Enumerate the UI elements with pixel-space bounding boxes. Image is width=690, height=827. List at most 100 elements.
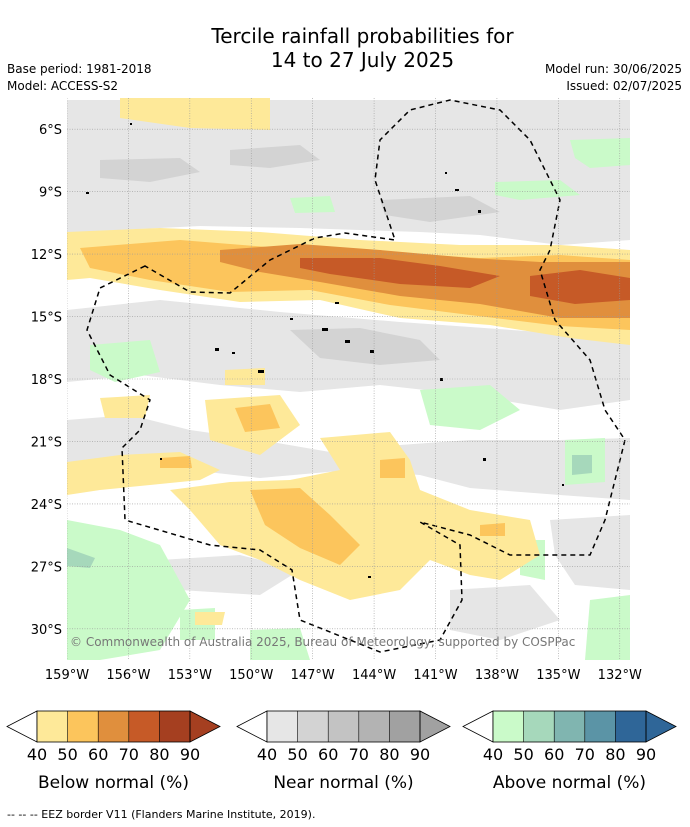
above-normal-region — [572, 455, 592, 475]
colorbar-outline — [492, 710, 647, 743]
colorbar-swatch — [523, 711, 555, 742]
colorbar-title: Near normal (%) — [273, 773, 413, 793]
colorbar-swatch — [267, 711, 298, 742]
island — [322, 328, 328, 331]
grid-lines — [67, 98, 630, 660]
colorbar-tick-label: 70 — [575, 745, 595, 764]
island — [160, 458, 162, 460]
colorbar-swatch — [297, 711, 329, 742]
islands — [86, 123, 564, 578]
colorbar-swatch — [128, 711, 160, 742]
colorbar-tick-label: 40 — [483, 745, 503, 764]
colorbar-swatch — [389, 711, 420, 742]
near-normal-region — [160, 555, 300, 595]
longitude-tick-label: 132°W — [598, 668, 642, 683]
latitude-ticks: 6°S 9°S 12°S 15°S 18°S 21°S 24°S 27°S 30°S — [31, 123, 62, 638]
island — [290, 318, 293, 320]
below-normal-region — [225, 368, 265, 385]
colorbar-swatch — [67, 711, 99, 742]
colorbar-extension-low — [236, 710, 268, 743]
island — [370, 350, 374, 353]
colorbar-tick-label: 50 — [57, 745, 77, 764]
colorbar-extension-high — [189, 710, 221, 743]
above-normal-region — [420, 385, 520, 430]
map-panel — [67, 98, 630, 660]
below-normal-region — [380, 458, 405, 478]
island — [455, 189, 459, 191]
base-period-label: Base period: 1981-2018 — [7, 62, 152, 76]
latitude-tick-label: 30°S — [31, 623, 62, 638]
colorbar-title: Below normal (%) — [38, 773, 189, 793]
below-normal-region — [300, 258, 500, 288]
colorbar-outline — [36, 710, 191, 743]
longitude-tick-label: 159°W — [45, 668, 89, 683]
longitude-tick-label: 135°W — [536, 668, 580, 683]
colorbar-title: Above normal (%) — [493, 773, 646, 793]
longitude-ticks: 159°W 156°W 153°W 150°W 147°W 144°W 141°W 138°W… — [45, 668, 642, 683]
below-normal-region — [235, 404, 280, 432]
above-normal-region — [250, 628, 310, 660]
colorbar-outline — [266, 710, 421, 743]
colorbar-swatch — [493, 711, 524, 742]
colorbar-tick-label: 60 — [544, 745, 564, 764]
colorbar-tick-label: 60 — [88, 745, 108, 764]
longitude-tick-label: 141°W — [413, 668, 457, 683]
colorbar-tick-label: 70 — [349, 745, 369, 764]
eez-borders — [86, 99, 626, 653]
latitude-tick-label: 27°S — [31, 560, 62, 575]
island — [215, 348, 219, 351]
below-normal-region — [250, 488, 360, 565]
eez-footnote: -- -- -- EEZ border V11 (Flanders Marine… — [7, 808, 316, 821]
island — [258, 370, 264, 373]
map-title: Tercile rainfall probabilities for 14 to… — [0, 24, 690, 72]
colorbar-tick-label: 50 — [513, 745, 533, 764]
colorbar-tick-label: 90 — [180, 745, 200, 764]
longitude-tick-label: 156°W — [106, 668, 150, 683]
below-normal-region — [530, 270, 630, 304]
below-normal-region — [120, 98, 270, 130]
above-normal-region — [585, 595, 630, 660]
colorbar-tick-label: 80 — [605, 745, 625, 764]
island — [86, 192, 89, 194]
island — [562, 484, 564, 486]
above-normal-region — [290, 196, 335, 213]
island — [440, 378, 443, 381]
colorbar-swatch — [37, 711, 68, 742]
below-normal-regions — [67, 98, 630, 625]
colorbar-tick-label: 90 — [636, 745, 656, 764]
below-normal-region — [195, 612, 225, 625]
above-normal-region — [67, 520, 190, 660]
colorbar-tick-label: 60 — [318, 745, 338, 764]
latitude-tick-label: 24°S — [31, 498, 62, 513]
colorbar-swatch — [98, 711, 129, 742]
map-figure: © Commonwealth of Australia 2025, Bureau… — [6, 98, 677, 793]
colorbar-extension-low — [462, 710, 494, 743]
colorbar-swatch — [615, 711, 646, 742]
above-normal-regions — [67, 138, 630, 660]
colorbar-extension-low — [6, 710, 38, 743]
island — [232, 352, 235, 354]
below-normal-region — [480, 523, 505, 536]
island — [130, 123, 132, 125]
colorbar-tick-label: 40 — [257, 745, 277, 764]
near-normal-region — [230, 145, 320, 168]
latitude-tick-label: 12°S — [31, 248, 62, 263]
model-run-label: Model run: 30/06/2025 — [544, 62, 682, 76]
colorbar-tick-label: 50 — [287, 745, 307, 764]
colorbar-swatch — [328, 711, 359, 742]
colorbar-tick-label: 70 — [119, 745, 139, 764]
colorbar-extension-high — [419, 710, 451, 743]
island — [345, 340, 350, 343]
longitude-tick-label: 144°W — [352, 668, 396, 683]
colorbar-tick-label: 80 — [149, 745, 169, 764]
colorbar-tick-label: 90 — [410, 745, 430, 764]
island — [445, 172, 447, 174]
copyright-notice: © Commonwealth of Australia 2025, Bureau… — [70, 635, 575, 649]
below-normal-region — [160, 456, 192, 468]
longitude-tick-label: 147°W — [291, 668, 335, 683]
colorbar: 40 50 60 70 80 90 Below normal (%) — [6, 710, 221, 793]
eez-border-french-polynesia — [86, 99, 626, 653]
latitude-tick-label: 9°S — [39, 186, 62, 201]
longitude-tick-label: 150°W — [229, 668, 273, 683]
above-normal-region — [67, 548, 95, 568]
